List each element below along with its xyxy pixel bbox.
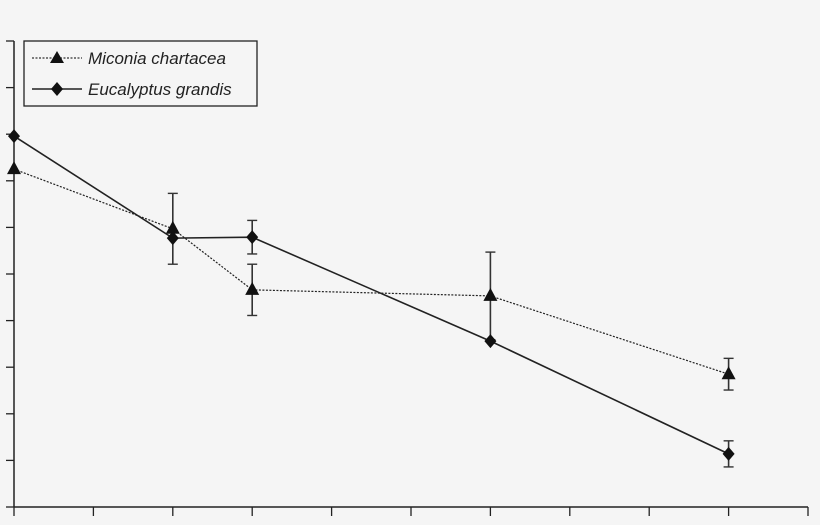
data-point-triangle: [721, 366, 736, 380]
series-eucalyptus: [8, 129, 735, 468]
legend-marker-triangle: [50, 51, 64, 63]
legend-box: [23, 40, 258, 107]
legend: Miconia chartacea Eucalyptus grandis: [23, 40, 258, 107]
series-miconia: [7, 161, 736, 391]
data-point-diamond: [484, 334, 497, 349]
axes: [6, 40, 809, 516]
data-point-triangle: [165, 220, 180, 234]
series-line: [13, 168, 729, 375]
data-point-diamond: [166, 231, 179, 246]
data-point-triangle: [7, 161, 21, 175]
legend-label-miconia: Miconia chartacea: [88, 49, 226, 68]
data-point-diamond: [246, 230, 259, 245]
data-point-triangle: [483, 287, 498, 301]
series-line: [13, 135, 729, 455]
plot-area: [7, 129, 736, 468]
legend-label-eucalyptus: Eucalyptus grandis: [88, 80, 232, 99]
data-point-diamond: [722, 446, 735, 461]
legend-marker-diamond: [51, 82, 63, 96]
data-point-triangle: [245, 281, 260, 295]
data-point-diamond: [8, 129, 20, 144]
